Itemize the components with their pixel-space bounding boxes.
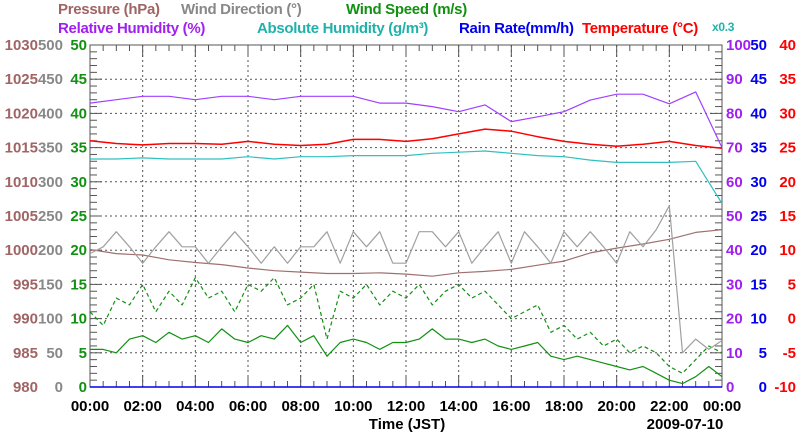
legend-temperature: Temperature (°C) <box>582 20 698 37</box>
wind-direction-tick-label: 200 <box>38 242 63 259</box>
wind-direction-tick-label: 50 <box>46 345 63 362</box>
wind-direction-tick-label: 250 <box>38 208 63 225</box>
relative-humidity-line <box>89 91 723 148</box>
legend-absolute-humidity: Absolute Humidity (g/m³) <box>257 20 429 37</box>
x-tick-label: 12:00 <box>387 398 425 415</box>
legend-wind-direction: Wind Direction (°) <box>181 1 302 18</box>
wind-speed-line <box>90 324 723 385</box>
rain-rate-tick-label: 35 <box>750 140 767 157</box>
rain-rate-tick-label: 0 <box>759 379 767 396</box>
legend-pressure: Pressure (hPa) <box>58 1 160 18</box>
temperature-tick-label: 10 <box>779 242 796 259</box>
pressure-tick-label: 1000 <box>5 242 38 259</box>
wind-speed-tick-label: 50 <box>70 37 87 54</box>
legend-relative-humidity: Relative Humidity (%) <box>58 20 206 37</box>
temperature-tick-label: 0 <box>788 311 796 328</box>
relative-humidity-tick-label: 80 <box>726 105 743 122</box>
temperature-tick-label: 15 <box>779 208 796 225</box>
x-axis-label: Time (JST) <box>369 416 445 433</box>
legend-rain-rate: Rain Rate(mm/h) <box>459 20 574 37</box>
x-tick-label: 02:00 <box>123 398 161 415</box>
abs-humidity-scale-note: x0.3 <box>712 20 735 34</box>
wind-speed-tick-label: 10 <box>70 311 87 328</box>
rain-rate-tick-label: 45 <box>750 71 767 88</box>
temperature-tick-label: 25 <box>779 140 796 157</box>
temperature-tick-label: 5 <box>788 276 796 293</box>
temperature-tick-label: -10 <box>774 379 796 396</box>
pressure-tick-label: 995 <box>13 276 38 293</box>
x-tick-label: 20:00 <box>597 398 635 415</box>
x-tick-label: 08:00 <box>281 398 319 415</box>
x-tick-label: 04:00 <box>176 398 214 415</box>
date-label: 2009-07-10 <box>647 416 724 433</box>
pressure-tick-label: 1025 <box>5 71 38 88</box>
relative-humidity-tick-label: 10 <box>726 345 743 362</box>
wind-direction-tick-label: 100 <box>38 311 63 328</box>
wind-speed-tick-label: 20 <box>70 242 87 259</box>
wind-direction-tick-label: 150 <box>38 276 63 293</box>
temperature-tick-label: 30 <box>779 105 796 122</box>
x-tick-label: 14:00 <box>439 398 477 415</box>
temperature-tick-label: 40 <box>779 37 796 54</box>
rain-rate-tick-label: 20 <box>750 242 767 259</box>
pressure-tick-label: 1015 <box>5 140 38 157</box>
relative-humidity-tick-label: 100 <box>726 37 751 54</box>
relative-humidity-tick-label: 90 <box>726 71 743 88</box>
absolute-humidity-line <box>90 150 723 204</box>
x-tick-label: 00:00 <box>703 398 741 415</box>
pressure-tick-label: 985 <box>13 345 38 362</box>
rain-rate-tick-label: 10 <box>750 311 767 328</box>
relative-humidity-tick-label: 30 <box>726 276 743 293</box>
relative-humidity-tick-label: 60 <box>726 174 743 191</box>
relative-humidity-tick-label: 40 <box>726 242 743 259</box>
pressure-tick-label: 1010 <box>5 174 38 191</box>
wind-speed-tick-label: 45 <box>70 71 87 88</box>
x-tick-label: 06:00 <box>229 398 267 415</box>
wind-direction-tick-label: 350 <box>38 140 63 157</box>
wind-speed-tick-label: 35 <box>70 140 87 157</box>
x-tick-label: 00:00 <box>71 398 109 415</box>
pressure-tick-label: 1020 <box>5 105 38 122</box>
rain-rate-tick-label: 5 <box>759 345 767 362</box>
temperature-tick-label: 20 <box>779 174 796 191</box>
pressure-tick-label: 990 <box>13 311 38 328</box>
wind-direction-tick-label: 400 <box>38 105 63 122</box>
rain-rate-tick-label: 50 <box>750 37 767 54</box>
legend-wind-speed: Wind Speed (m/s) <box>346 1 467 18</box>
temperature-tick-label: -5 <box>783 345 796 362</box>
wind-speed-tick-label: 5 <box>79 345 87 362</box>
x-tick-label: 22:00 <box>650 398 688 415</box>
wind-speed-tick-label: 25 <box>70 208 87 225</box>
x-tick-label: 10:00 <box>334 398 372 415</box>
wind-direction-tick-label: 300 <box>38 174 63 191</box>
wind-speed-max-line <box>89 277 723 374</box>
wind-speed-tick-label: 30 <box>70 174 87 191</box>
wind-direction-tick-label: 450 <box>38 71 63 88</box>
temperature-tick-label: 35 <box>779 71 796 88</box>
wind-speed-tick-label: 0 <box>79 379 87 396</box>
wind-direction-tick-label: 500 <box>38 37 63 54</box>
wind-direction-line <box>89 205 723 354</box>
rain-rate-tick-label: 25 <box>750 208 767 225</box>
rain-rate-tick-label: 30 <box>750 174 767 191</box>
rain-rate-tick-label: 15 <box>750 276 767 293</box>
relative-humidity-tick-label: 20 <box>726 311 743 328</box>
pressure-tick-label: 980 <box>13 379 38 396</box>
wind-speed-tick-label: 15 <box>70 276 87 293</box>
pressure-line <box>89 229 723 277</box>
x-tick-label: 16:00 <box>492 398 530 415</box>
pressure-tick-label: 1005 <box>5 208 38 225</box>
wind-direction-tick-label: 0 <box>55 379 63 396</box>
relative-humidity-tick-label: 50 <box>726 208 743 225</box>
x-tick-label: 18:00 <box>545 398 583 415</box>
pressure-tick-label: 1030 <box>5 37 38 54</box>
relative-humidity-tick-label: 70 <box>726 140 743 157</box>
temperature-line <box>89 128 723 150</box>
relative-humidity-tick-label: 0 <box>726 379 734 396</box>
rain-rate-tick-label: 40 <box>750 105 767 122</box>
wind-speed-tick-label: 40 <box>70 105 87 122</box>
